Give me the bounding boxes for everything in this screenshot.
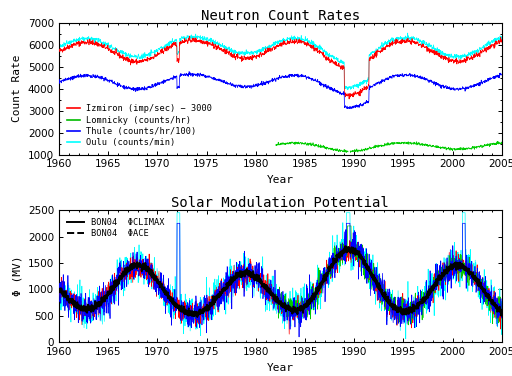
- Legend: BON04  ΦCLIMAX, BON04  ΦACE: BON04 ΦCLIMAX, BON04 ΦACE: [63, 214, 168, 242]
- Y-axis label: Φ (MV): Φ (MV): [12, 256, 22, 296]
- Legend: Izmiron (imp/sec) − 3000, Lomnicky (counts/hr), Thule (counts/hr/100), Oulu (cou: Izmiron (imp/sec) − 3000, Lomnicky (coun…: [63, 101, 216, 150]
- Title: Neutron Count Rates: Neutron Count Rates: [201, 9, 360, 23]
- Title: Solar Modulation Potential: Solar Modulation Potential: [172, 196, 389, 210]
- Y-axis label: Count Rate: Count Rate: [12, 55, 23, 122]
- X-axis label: Year: Year: [267, 362, 294, 373]
- X-axis label: Year: Year: [267, 175, 294, 185]
